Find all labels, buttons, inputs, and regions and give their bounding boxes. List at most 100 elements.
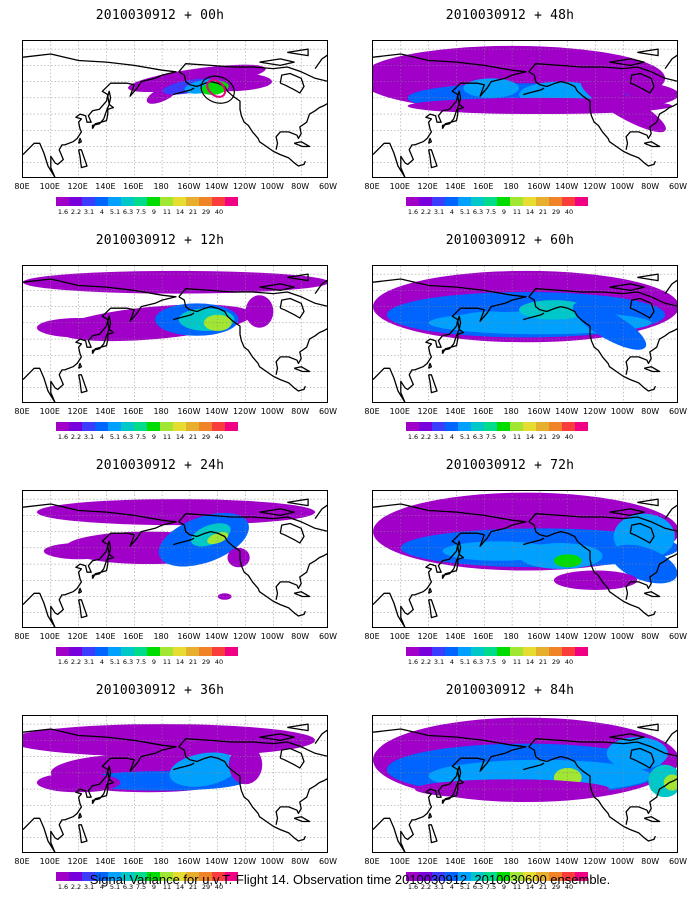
lat-label: 10N (22, 382, 23, 391)
lon-label: 80W (291, 857, 310, 866)
legend-swatch (497, 872, 510, 881)
map-panel: 2010030912 + 24h 80N 70N 60N 50N 40N 30N 20N 10N… (0, 450, 337, 668)
lon-label: 160W (527, 857, 551, 866)
lon-label: 140E (445, 632, 466, 641)
lat-label: 40N (22, 333, 23, 342)
legend-swatch (108, 647, 121, 656)
lon-label: 160E (123, 182, 144, 191)
coastline (373, 53, 527, 177)
lat-label: 80N (372, 43, 373, 52)
lon-label: 80E (14, 407, 30, 416)
signal-contour (227, 547, 250, 568)
panel-title: 2010030912 + 72h (445, 458, 575, 473)
legend-swatch (147, 647, 160, 656)
lon-label: 160E (123, 632, 144, 641)
legend-swatch (510, 647, 523, 656)
lat-label: 70N (372, 284, 373, 293)
legend-swatch (549, 647, 562, 656)
coastline (293, 591, 311, 598)
legend-swatch (575, 872, 588, 881)
coastline (287, 273, 309, 282)
legend-label: 11 (162, 658, 172, 666)
panel-title: 2010030912 + 36h (95, 683, 225, 698)
lat-label: 30N (372, 574, 373, 583)
coastline (457, 540, 462, 555)
lon-label: 100W (610, 857, 634, 866)
lon-label: 160E (123, 407, 144, 416)
lon-label: 140W (205, 182, 229, 191)
coastline (178, 513, 327, 532)
lat-label: EQ (22, 398, 23, 403)
legend-swatch (82, 647, 95, 656)
map-panel: 2010030912 + 12h 80N 70N 60N 50N 40N 30N 20N 10N… (0, 225, 337, 443)
legend-swatch (212, 647, 225, 656)
legend-swatch (147, 872, 160, 881)
coastline (173, 312, 195, 321)
legend-label: 9 (151, 658, 157, 666)
coastline (625, 553, 677, 600)
coastline (441, 553, 465, 580)
map-frame: 80N 70N 60N 50N 40N 30N 20N 10N EQ (372, 715, 678, 853)
legend-label: 11 (512, 433, 522, 441)
legend-swatch (510, 197, 523, 206)
lon-label: 100E (389, 407, 410, 416)
lat-label: 80N (22, 268, 23, 277)
legend-label: 4 (99, 433, 105, 441)
lon-label: 140W (205, 857, 229, 866)
coastline (528, 746, 656, 842)
lon-label: 80W (641, 632, 660, 641)
coastline (528, 521, 656, 617)
legend-swatch (108, 197, 121, 206)
lon-label: 100E (39, 632, 60, 641)
coastline (23, 503, 177, 627)
map-canvas (373, 266, 677, 402)
coastline (107, 315, 112, 330)
coastline (625, 328, 677, 375)
legend-label: 14 (175, 208, 185, 216)
lon-label: 160E (473, 182, 494, 191)
lon-label: 80E (364, 632, 380, 641)
legend-label: 21 (538, 883, 548, 891)
map-panel: 2010030912 + 72h 80N 70N 60N 50N 40N 30N 20N 10N… (350, 450, 687, 668)
legend-swatch (549, 872, 562, 881)
lon-label: 120W (582, 857, 607, 866)
map-frame: 80N 70N 60N 50N 40N 30N 20N 10N EQ (22, 40, 328, 178)
legend-swatch (549, 422, 562, 431)
legend-swatch (445, 872, 458, 881)
coastline (643, 366, 661, 373)
lat-label: 40N (372, 558, 373, 567)
lat-label: EQ (372, 623, 373, 628)
legend-swatch (458, 422, 471, 431)
legend-swatch (510, 872, 523, 881)
legend-label: 5.1 (109, 433, 121, 441)
legend-label: 4 (99, 658, 105, 666)
legend-swatch (212, 422, 225, 431)
legend-swatch (471, 872, 484, 881)
coastline (609, 58, 645, 67)
legend-swatch (69, 872, 82, 881)
lat-label: 20N (22, 816, 23, 825)
legend-swatch (432, 647, 445, 656)
signal-contour (572, 302, 647, 350)
coastline (275, 553, 327, 600)
lat-label: 40N (22, 108, 23, 117)
coastline (279, 522, 305, 544)
legend-label: 2.2 (420, 883, 432, 891)
coastline (77, 587, 83, 594)
lon-label: 100W (610, 407, 634, 416)
legend-swatch (484, 422, 497, 431)
coastline (77, 824, 88, 844)
coastline (528, 288, 677, 307)
lat-label: 80N (22, 493, 23, 502)
legend-swatch (445, 197, 458, 206)
legend-label: 40 (214, 433, 224, 441)
legend-swatch (212, 197, 225, 206)
lon-label: 100W (260, 182, 284, 191)
legend-swatch (160, 647, 173, 656)
coastline (441, 778, 465, 805)
legend-swatch (173, 872, 186, 881)
legend-label: 1.6 (57, 658, 69, 666)
coastline (643, 816, 661, 823)
legend-swatch (510, 422, 523, 431)
lon-label: 140E (95, 632, 116, 641)
